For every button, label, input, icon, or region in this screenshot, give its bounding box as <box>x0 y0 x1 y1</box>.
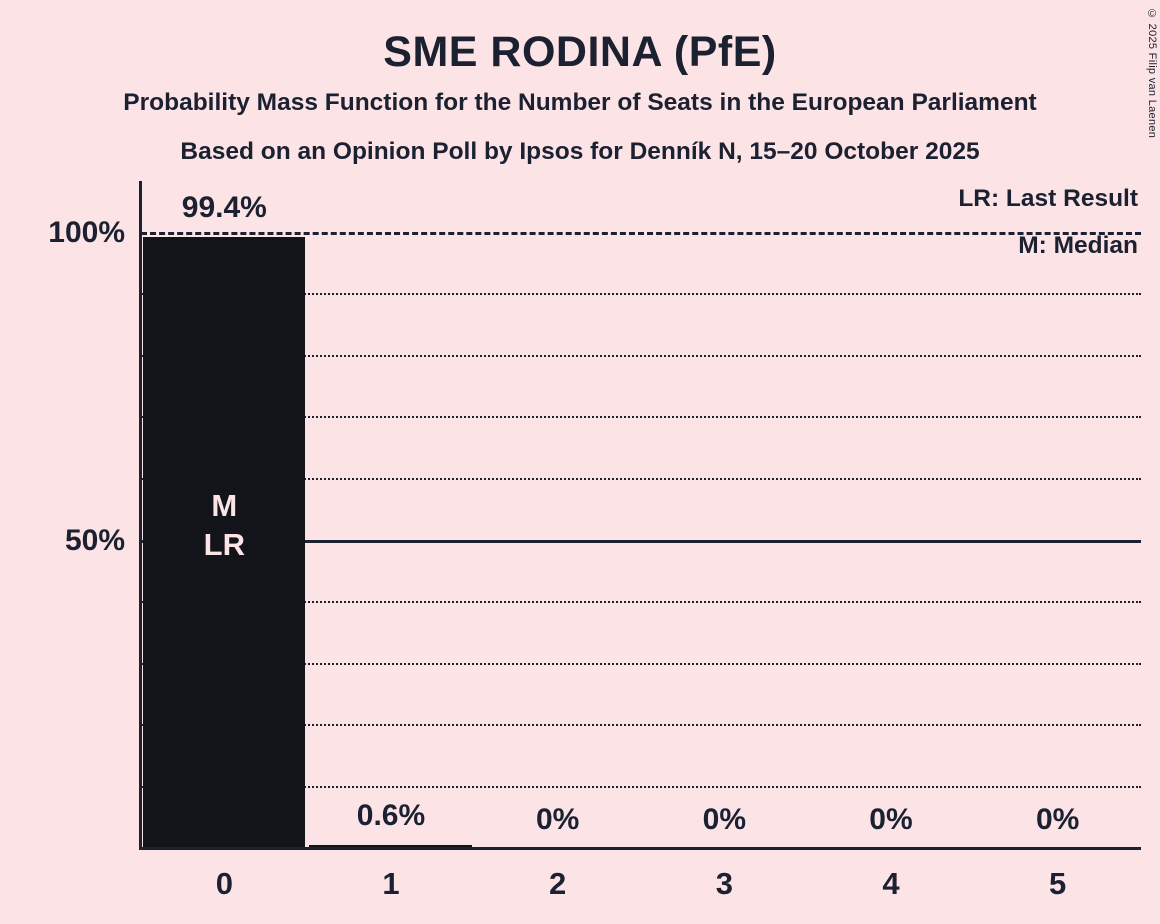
legend-median: M: Median <box>1018 232 1138 259</box>
gridline-80pct <box>141 354 1141 357</box>
gridline-40pct <box>141 601 1141 604</box>
bar-value-label: 0% <box>1035 803 1080 836</box>
bar-value-label: 0% <box>869 803 913 836</box>
bar-value-label: 0% <box>702 803 746 836</box>
y-tick-label: 50% <box>64 524 125 557</box>
x-axis-line <box>139 847 1141 850</box>
x-tick-label-1: 1 <box>382 866 400 901</box>
x-tick-label-0: 0 <box>215 866 233 901</box>
chart-title: SME RODINA (PfE) <box>383 28 777 76</box>
gridline-30pct <box>141 662 1141 665</box>
legend-last-result: LR: Last Result <box>958 185 1138 212</box>
gridline-70pct <box>141 416 1141 419</box>
bar-value-label: 99.4% <box>181 190 267 224</box>
x-tick-label-2: 2 <box>549 866 567 901</box>
gridline-90pct <box>141 293 1141 296</box>
chart-source-subtitle: Based on an Opinion Poll by Ipsos for De… <box>180 138 980 165</box>
gridline-50pct <box>141 539 1141 543</box>
gridline-100pct <box>141 231 1141 235</box>
copyright-notice: © 2025 Filip van Laenen <box>1146 8 1158 139</box>
chart-subtitle: Probability Mass Function for the Number… <box>123 89 1037 116</box>
median-last-result-annotation: M LR <box>203 488 245 562</box>
x-tick-label-3: 3 <box>715 866 733 901</box>
x-tick-label-4: 4 <box>882 866 900 901</box>
gridline-60pct <box>141 477 1141 480</box>
y-axis-line <box>139 181 142 849</box>
x-tick-label-5: 5 <box>1049 866 1067 901</box>
bar-value-label: 0.6% <box>356 799 426 833</box>
y-tick-label: 100% <box>48 216 125 249</box>
bar-seats-0 <box>142 236 306 850</box>
bar-value-label: 0% <box>535 803 580 836</box>
gridline-10pct <box>141 785 1141 788</box>
gridline-20pct <box>141 724 1141 727</box>
